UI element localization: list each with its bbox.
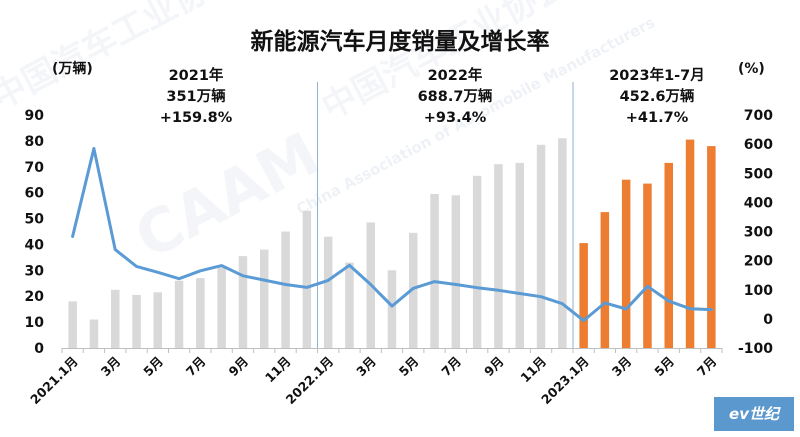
right-tick-label: 0 [763,312,773,328]
bar [494,164,503,348]
x-tick-label: 3月 [609,354,635,380]
bar [621,179,631,348]
x-tick-label: 11月 [517,354,549,386]
x-tick-label: 2021.1月 [27,354,81,408]
bar [579,243,588,348]
left-tick-label: 30 [25,263,45,279]
left-tick-label: 0 [34,341,44,357]
x-tick-label: 3月 [353,354,379,380]
annotation-line: 2021年 [169,66,224,84]
bar [217,267,226,348]
bar [89,319,99,348]
x-tick-label: 9月 [481,354,507,380]
right-axis: -100 0 100 200 300 400 500 600 700 [738,108,773,357]
right-tick-label: 400 [744,195,773,211]
annotation-line: 452.6万辆 [620,87,695,105]
left-tick-label: 40 [25,237,45,253]
left-tick-label: 50 [25,212,45,228]
bar [387,270,397,348]
bar [664,162,673,348]
brand-badge: ev世纪 [714,397,794,431]
x-tick-label: 7月 [694,354,720,380]
bar [238,256,248,348]
left-tick-label: 90 [25,108,45,124]
bar [472,175,482,348]
bar [281,231,290,348]
bar [430,194,439,348]
right-tick-label: 100 [744,283,773,299]
annotation-line: 688.7万辆 [418,87,493,105]
bar [643,183,652,348]
bar [515,162,524,348]
annotation-line: 2023年1-7月 [609,66,705,84]
watermark-logo: CAAM [124,119,330,273]
bar [153,292,162,348]
bar [302,210,312,348]
x-tick-label: 7月 [438,354,464,380]
annotation-line: 351万辆 [166,87,226,105]
brand-text: ev世纪 [729,405,781,423]
annotation-line: +41.7% [626,110,689,126]
bar [111,289,120,349]
line-series [71,147,713,323]
brand-badge-bg [714,397,794,431]
x-tick-label: 11月 [262,354,294,386]
left-tick-label: 80 [25,134,45,150]
left-axis: 0 10 20 30 40 50 60 70 80 90 [25,108,45,357]
right-tick-label: 200 [744,254,773,270]
annotation-2023: 2023年1-7月 452.6万辆 +41.7% [609,66,705,126]
x-tick-label: 5月 [651,354,677,380]
bar [196,278,205,348]
bar [260,249,269,348]
left-tick-label: 10 [25,315,45,331]
right-tick-label: -100 [738,341,773,357]
annotation-2021: 2021年 351万辆 +159.8% [160,66,233,126]
left-axis-unit: (万辆) [52,60,93,77]
annotation-line: 2022年 [428,66,483,84]
x-tick-label: 5月 [140,354,166,380]
x-tick-label: 5月 [396,354,422,380]
watermark-text: 中国汽车工业协会 [315,0,574,128]
annotation-2022: 2022年 688.7万辆 +93.4% [418,66,493,126]
growth-rate-line [71,147,713,323]
bar [536,144,546,348]
right-tick-label: 700 [744,108,773,124]
left-tick-label: 20 [25,289,45,305]
bar [409,232,418,348]
bar [558,138,567,348]
bar [685,139,695,348]
right-tick-label: 300 [744,225,773,241]
bar [707,146,716,348]
x-tick-label: 9月 [226,354,252,380]
x-tick-label: 7月 [183,354,209,380]
annotation-line: +159.8% [160,110,233,126]
chart-title: 新能源汽车月度销量及增长率 [251,28,550,55]
bar [68,301,77,348]
bar [451,195,461,348]
left-tick-label: 70 [25,160,45,176]
bar-series [68,138,716,349]
x-tick-label: 3月 [98,354,124,380]
bar [600,212,610,348]
bar [323,236,333,348]
bar [345,262,354,348]
left-tick-label: 60 [25,186,45,202]
right-axis-unit: (%) [738,61,765,77]
right-tick-label: 500 [744,166,773,182]
right-tick-label: 600 [744,137,773,153]
year-dividers [317,82,574,348]
bar [174,280,184,348]
bar [132,294,141,348]
annotation-line: +93.4% [424,110,487,126]
